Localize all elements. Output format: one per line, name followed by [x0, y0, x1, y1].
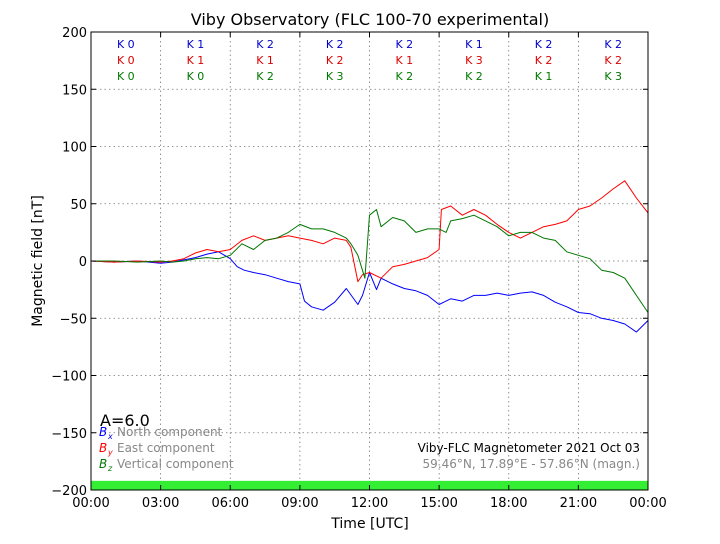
y-tick-label: −100: [51, 370, 87, 385]
x-tick-label: 09:00: [281, 496, 318, 511]
y-tick-label: 0: [79, 255, 87, 270]
k-index-label: K 1: [256, 54, 274, 67]
grid: [91, 32, 648, 490]
k-index-label: K 1: [535, 70, 553, 83]
chart-title: Viby Observatory (FLC 100-70 experimenta…: [191, 10, 550, 29]
x-tick-label: 21:00: [560, 496, 597, 511]
y-axis-label: Magnetic field [nT]: [30, 195, 46, 327]
series-line-1: [90, 180, 649, 283]
x-tick-label: 03:00: [142, 496, 179, 511]
k-index-table: K 0 K 1 K 2 K 2 K 2 K 1 K 2 K 2 K 0 K 1 K 1 K 2 K 1 K…: [117, 38, 622, 83]
y-tick-label: 150: [62, 83, 87, 98]
x-tick-label: 12:00: [351, 496, 388, 511]
k-index-label: K 2: [604, 54, 622, 67]
y-tick-label: −50: [60, 312, 87, 327]
k-index-label: K 0: [187, 70, 205, 83]
axes: 00:00 03:00 06:00 09:00 12:00 15:00 18:00 21:00…: [51, 26, 666, 511]
y-tick-label: 100: [62, 141, 87, 156]
k-index-label: K 2: [326, 38, 344, 51]
k-index-label: K 3: [604, 70, 622, 83]
legend-subscript: z: [107, 464, 113, 473]
series-line-2: [91, 209, 649, 313]
x-tick-label: 00:00: [72, 496, 109, 511]
legend-label: Vertical component: [117, 457, 234, 471]
series-line-0: [90, 251, 649, 333]
x-tick-label: 06:00: [212, 496, 249, 511]
k-index-label: K 2: [535, 54, 553, 67]
y-tick-label: −200: [51, 484, 87, 499]
k-index-label: K 1: [395, 54, 413, 67]
k-index-label: K 3: [465, 54, 483, 67]
legend-label: East component: [117, 441, 215, 455]
y-tick-label: 200: [62, 26, 87, 41]
k-index-label: K 2: [465, 70, 483, 83]
x-tick-label: 15:00: [420, 496, 457, 511]
k-index-label: K 1: [187, 54, 205, 67]
legend-subscript: y: [107, 448, 113, 457]
k-index-label: K 2: [395, 70, 413, 83]
k-index-label: K 0: [117, 54, 135, 67]
location-annotation: 59.46°N, 17.89°E - 57.86°N (magn.): [423, 457, 640, 471]
k-index-label: K 2: [256, 38, 274, 51]
y-tick-label: −150: [51, 427, 87, 442]
k-index-label: K 2: [604, 38, 622, 51]
k-index-label: K 2: [535, 38, 553, 51]
y-tick-label: 50: [70, 198, 87, 213]
legend-symbol: B: [99, 441, 107, 455]
legend-subscript: x: [107, 432, 113, 441]
k-index-label: K 1: [187, 38, 205, 51]
x-axis-label: Time [UTC]: [330, 516, 408, 532]
k-index-label: K 0: [117, 38, 135, 51]
k-index-label: K 0: [117, 70, 135, 83]
instrument-annotation: Viby-FLC Magnetometer 2021 Oct 03: [418, 441, 640, 455]
k-index-label: K 1: [465, 38, 483, 51]
series-layer: [90, 180, 649, 333]
a-index-label: A=6.0: [100, 411, 150, 430]
k-index-label: K 2: [326, 54, 344, 67]
x-tick-label: 00:00: [629, 496, 666, 511]
k-index-label: K 3: [326, 70, 344, 83]
legend-symbol: B: [99, 425, 107, 439]
legend-label: North component: [117, 425, 223, 439]
x-tick-label: 18:00: [490, 496, 527, 511]
k-index-label: K 2: [256, 70, 274, 83]
legend-symbol: B: [99, 457, 107, 471]
k-index-label: K 2: [395, 38, 413, 51]
